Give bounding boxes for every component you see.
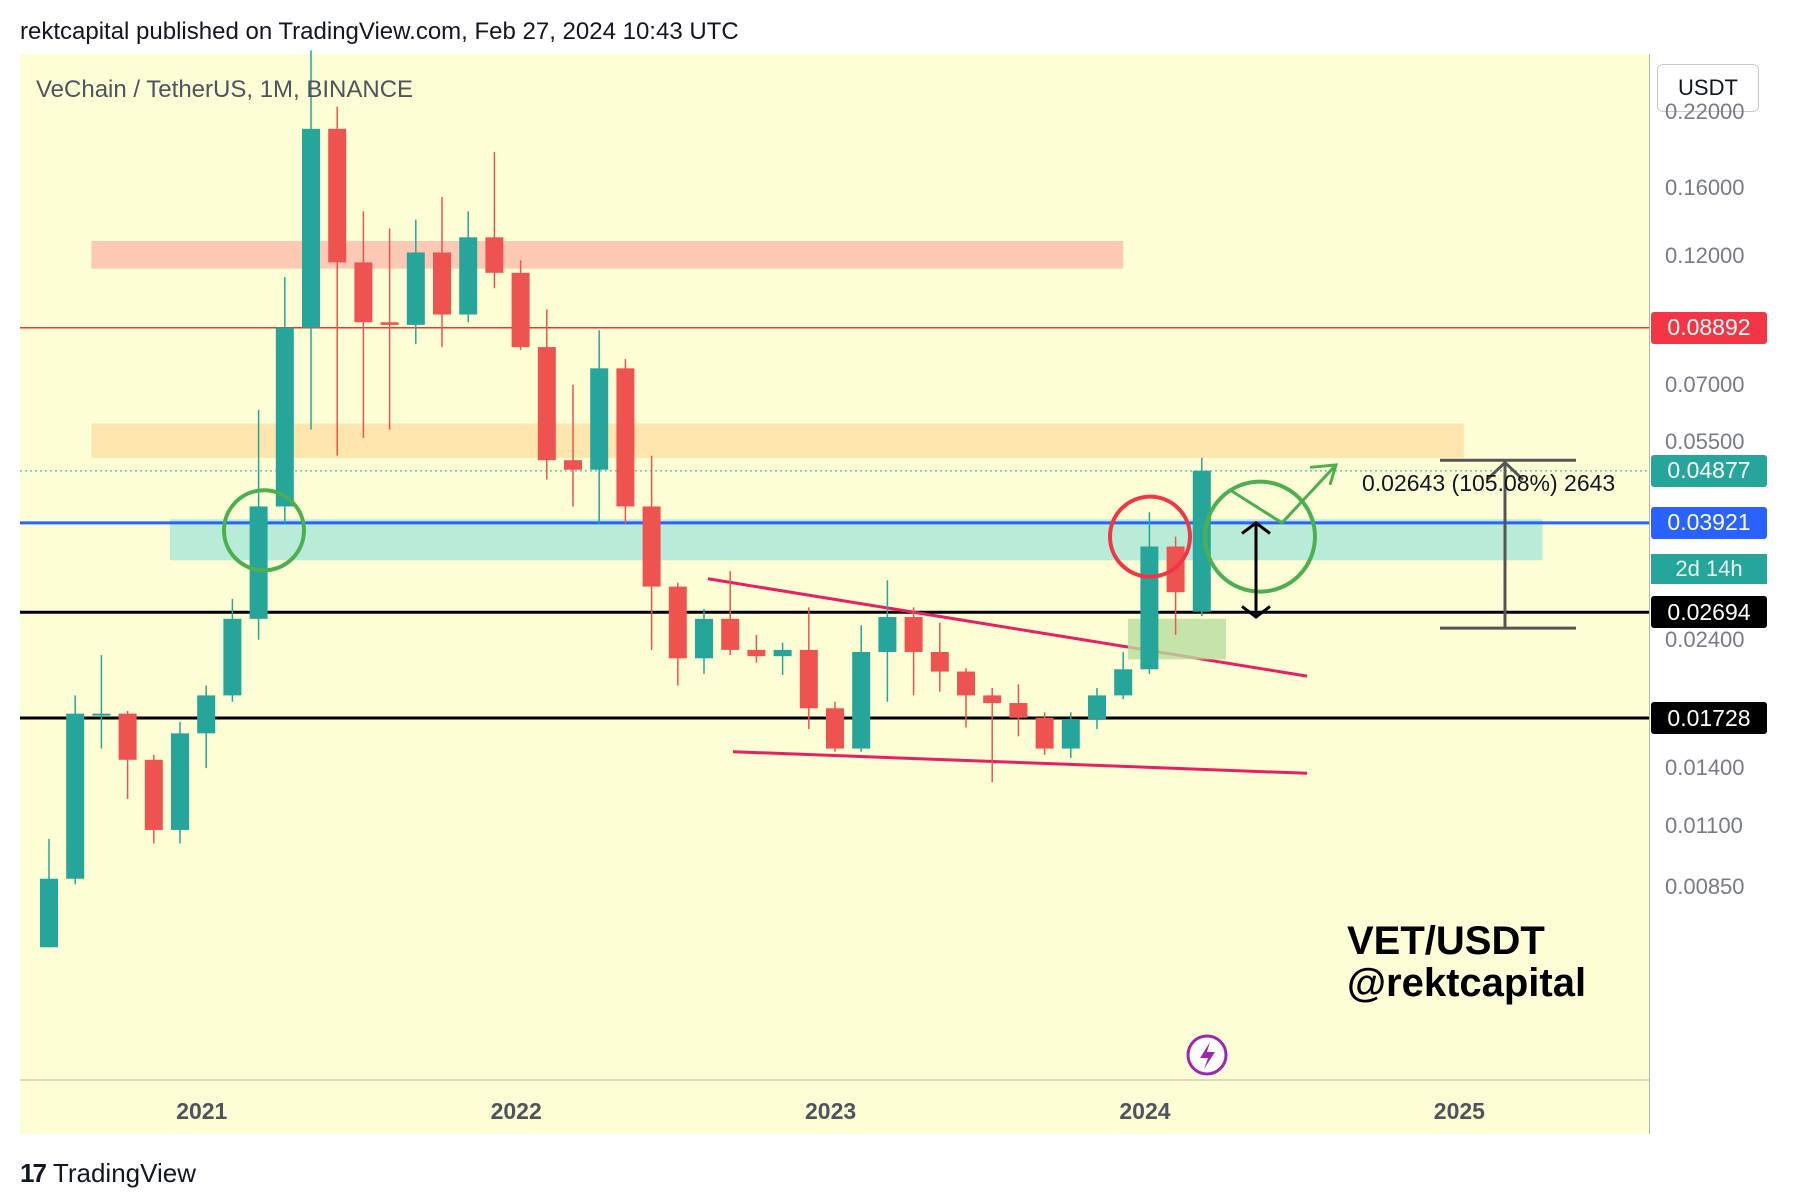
year-tick: 2025 — [1433, 1098, 1485, 1124]
price-tick: 0.05500 — [1665, 429, 1745, 455]
candle-body — [747, 649, 766, 657]
year-tick: 2021 — [176, 1098, 228, 1124]
candle-body — [302, 128, 320, 328]
candle-body — [904, 617, 923, 652]
candle-body — [564, 460, 582, 470]
double-arrow-up-head — [1241, 521, 1271, 535]
candle-body — [197, 695, 216, 734]
candle-body — [1088, 695, 1106, 720]
brand-name: TradingView — [52, 1158, 196, 1188]
candle-body — [223, 618, 242, 696]
currency-button[interactable]: USDT — [1657, 64, 1759, 112]
price-tick: 0.12000 — [1665, 243, 1745, 269]
candle-body — [40, 878, 58, 948]
publish-header: rektcapital published on TradingView.com… — [20, 18, 739, 45]
candle-body — [799, 649, 818, 709]
candle-body — [380, 322, 399, 325]
bar-countdown: 2d 14h — [1651, 554, 1767, 584]
zone-0 — [91, 241, 1124, 269]
lightning-icon-bolt — [1200, 1042, 1215, 1069]
projection-arrow — [1229, 463, 1338, 525]
price-badge: 0.04877 — [1651, 454, 1767, 487]
price-tick: 0.01400 — [1665, 755, 1745, 781]
channel-top-line — [707, 577, 1308, 678]
candle-body — [590, 368, 609, 470]
candle-body — [118, 713, 137, 760]
candle-body — [459, 237, 478, 315]
candle-body — [92, 713, 111, 716]
candle-body — [1140, 546, 1159, 670]
price-badge: 0.01728 — [1651, 702, 1767, 734]
candle-body — [1035, 717, 1054, 749]
candle-body — [983, 695, 1002, 704]
channel-bottom-line — [732, 750, 1308, 775]
watermark-pair: VET/USDT — [1347, 919, 1545, 963]
candle-body — [144, 759, 163, 830]
price-tick: 0.16000 — [1665, 174, 1745, 200]
red-circle-2024 — [1108, 494, 1192, 579]
candle-body — [1009, 703, 1028, 718]
zone-2 — [170, 519, 1543, 561]
candle-body — [642, 506, 661, 587]
tradingview-logo-icon: 17 — [20, 1158, 47, 1188]
price-tick: 0.22000 — [1665, 99, 1745, 124]
candle-body — [485, 237, 504, 273]
measure-arrow-head — [1485, 460, 1525, 481]
measure-label: 0.02643 (105.08%) 2643 — [1362, 470, 1616, 496]
zone-1 — [91, 423, 1464, 458]
symbol-title: VeChain / TetherUS, 1M, BINANCE — [36, 76, 414, 103]
projection-arrow-head — [1309, 463, 1339, 486]
candle-body — [433, 252, 451, 315]
year-tick: 2023 — [805, 1098, 857, 1124]
price-tick: 0.02400 — [1665, 626, 1745, 652]
candle-body — [773, 649, 792, 657]
candle-body — [511, 272, 530, 348]
candle-body — [249, 506, 268, 619]
candle-body — [1192, 470, 1211, 612]
candle-body — [275, 327, 294, 507]
candle-body — [406, 252, 425, 325]
price-tick: 0.07000 — [1665, 371, 1745, 397]
price-tick: 0.01100 — [1665, 812, 1743, 838]
candle-body — [328, 128, 347, 263]
price-badge: 0.03921 — [1651, 506, 1767, 539]
candle-body — [695, 618, 713, 659]
price-badge: 0.08892 — [1651, 311, 1767, 344]
price-tick: 0.00850 — [1665, 874, 1745, 899]
candle-body — [930, 651, 949, 672]
green-circle-2024 — [1203, 479, 1317, 594]
price-axis[interactable] — [1649, 54, 1785, 1134]
watermark-author: @rektcapital — [1347, 961, 1587, 1005]
year-tick: 2022 — [490, 1098, 542, 1124]
candle-body — [354, 262, 373, 323]
candle-body — [66, 713, 85, 879]
price-badge: 0.02694 — [1651, 596, 1767, 629]
candle-body — [852, 651, 871, 749]
candle-body — [1061, 719, 1080, 749]
candle-body — [616, 368, 635, 507]
year-tick: 2024 — [1119, 1098, 1171, 1124]
candle-body — [668, 586, 687, 659]
green-circle-2021 — [222, 488, 306, 573]
watermark: VET/USDT @rektcapital — [1347, 920, 1586, 1004]
candle-body — [1114, 669, 1133, 696]
candle-body — [537, 347, 556, 461]
candle-body — [721, 618, 740, 650]
candle-body — [171, 733, 189, 830]
double-arrow-down-head — [1241, 605, 1271, 619]
candle-body — [878, 617, 897, 652]
footer-brand[interactable]: 17 TradingView — [20, 1158, 196, 1189]
candle-body — [957, 671, 975, 696]
candle-body — [826, 708, 844, 749]
